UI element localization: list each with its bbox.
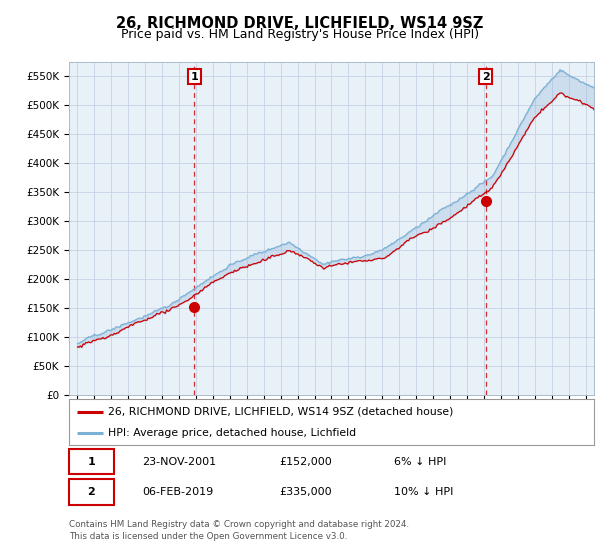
Text: 2: 2 [482,72,490,82]
FancyBboxPatch shape [69,479,113,505]
Text: This data is licensed under the Open Government Licence v3.0.: This data is licensed under the Open Gov… [69,532,347,541]
Text: 26, RICHMOND DRIVE, LICHFIELD, WS14 9SZ: 26, RICHMOND DRIVE, LICHFIELD, WS14 9SZ [116,16,484,31]
Text: 23-NOV-2001: 23-NOV-2001 [143,456,217,466]
Text: 06-FEB-2019: 06-FEB-2019 [143,487,214,497]
Text: 10% ↓ HPI: 10% ↓ HPI [395,487,454,497]
Text: 1: 1 [190,72,198,82]
Text: Contains HM Land Registry data © Crown copyright and database right 2024.: Contains HM Land Registry data © Crown c… [69,520,409,529]
FancyBboxPatch shape [69,449,113,474]
Text: £152,000: £152,000 [279,456,332,466]
Text: 2: 2 [88,487,95,497]
Text: £335,000: £335,000 [279,487,332,497]
Text: HPI: Average price, detached house, Lichfield: HPI: Average price, detached house, Lich… [109,428,356,438]
Text: Price paid vs. HM Land Registry's House Price Index (HPI): Price paid vs. HM Land Registry's House … [121,28,479,41]
Text: 1: 1 [88,456,95,466]
Text: 26, RICHMOND DRIVE, LICHFIELD, WS14 9SZ (detached house): 26, RICHMOND DRIVE, LICHFIELD, WS14 9SZ … [109,407,454,417]
Text: 6% ↓ HPI: 6% ↓ HPI [395,456,447,466]
